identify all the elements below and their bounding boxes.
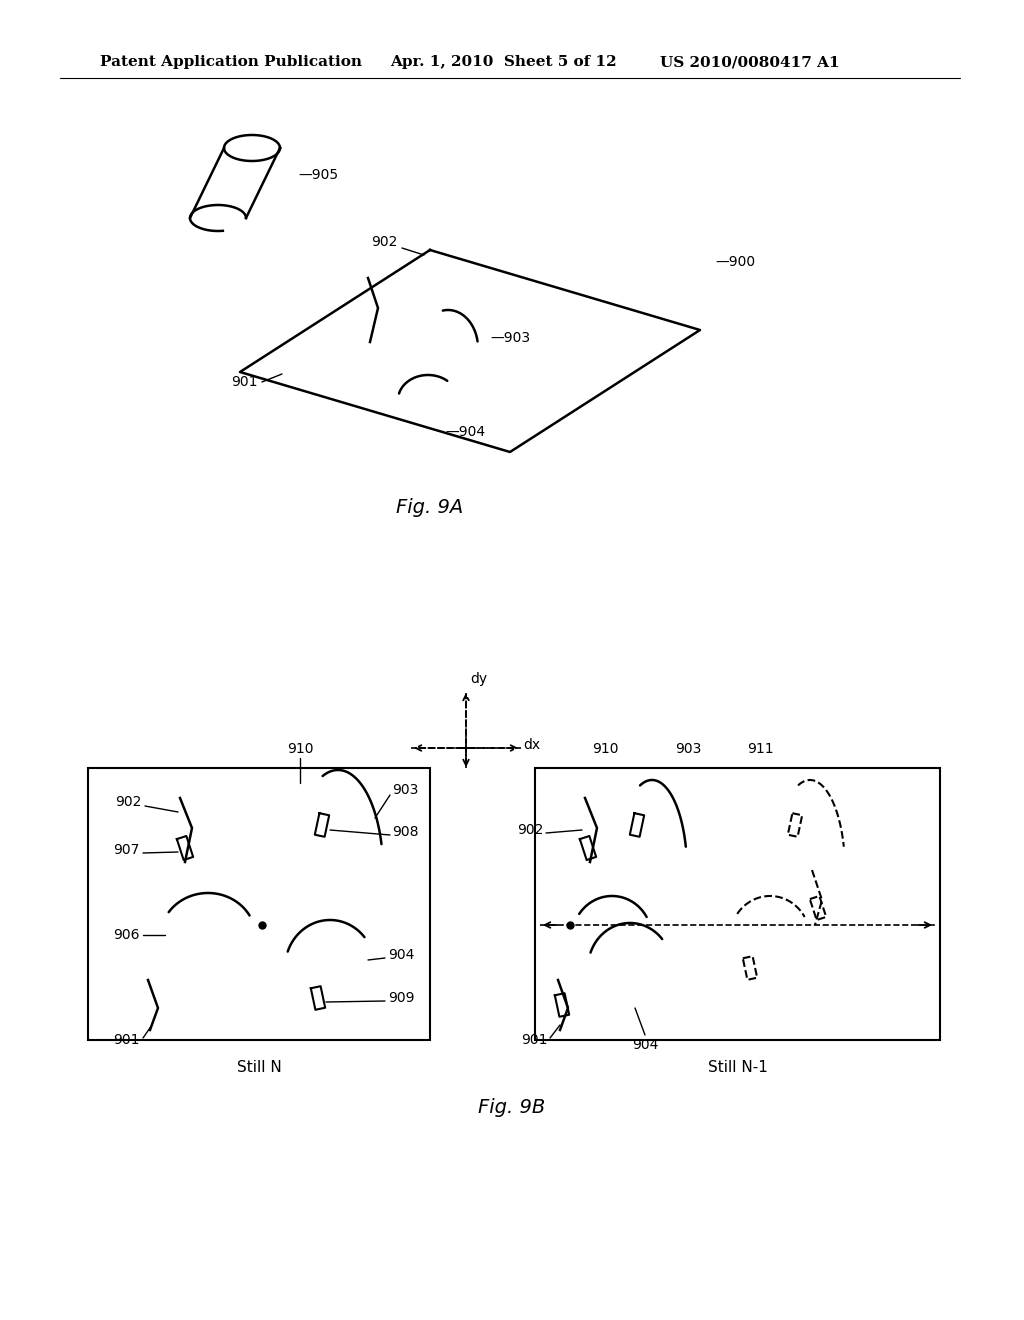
Text: 910: 910: [592, 742, 618, 756]
Text: 906: 906: [114, 928, 140, 942]
Text: 908: 908: [392, 825, 419, 840]
Bar: [535, 768, 940, 1040]
Text: dy: dy: [470, 672, 487, 686]
Text: 902: 902: [517, 822, 543, 837]
Text: 903: 903: [392, 783, 419, 797]
Text: Fig. 9A: Fig. 9A: [396, 498, 464, 517]
Text: 909: 909: [388, 991, 415, 1005]
Text: 904: 904: [388, 948, 415, 962]
Text: —905: —905: [298, 168, 338, 182]
Text: —900: —900: [715, 255, 755, 269]
Text: US 2010/0080417 A1: US 2010/0080417 A1: [660, 55, 840, 69]
Text: 903: 903: [675, 742, 701, 756]
Text: 911: 911: [746, 742, 773, 756]
Text: —904: —904: [445, 425, 485, 440]
Bar: [88, 768, 430, 1040]
Text: Patent Application Publication: Patent Application Publication: [100, 55, 362, 69]
Text: 902: 902: [372, 235, 398, 249]
Text: 910: 910: [287, 742, 313, 756]
Text: 901: 901: [521, 1034, 548, 1047]
Text: Apr. 1, 2010  Sheet 5 of 12: Apr. 1, 2010 Sheet 5 of 12: [390, 55, 616, 69]
Text: Still N-1: Still N-1: [708, 1060, 767, 1074]
Text: Fig. 9B: Fig. 9B: [478, 1098, 546, 1117]
Text: 907: 907: [114, 843, 140, 857]
Text: Still N: Still N: [237, 1060, 282, 1074]
Text: dx: dx: [523, 738, 540, 752]
Text: —903: —903: [490, 331, 530, 345]
Text: 902: 902: [116, 795, 142, 809]
Text: 901: 901: [231, 375, 258, 389]
Text: 904: 904: [632, 1038, 658, 1052]
Text: 901: 901: [114, 1034, 140, 1047]
